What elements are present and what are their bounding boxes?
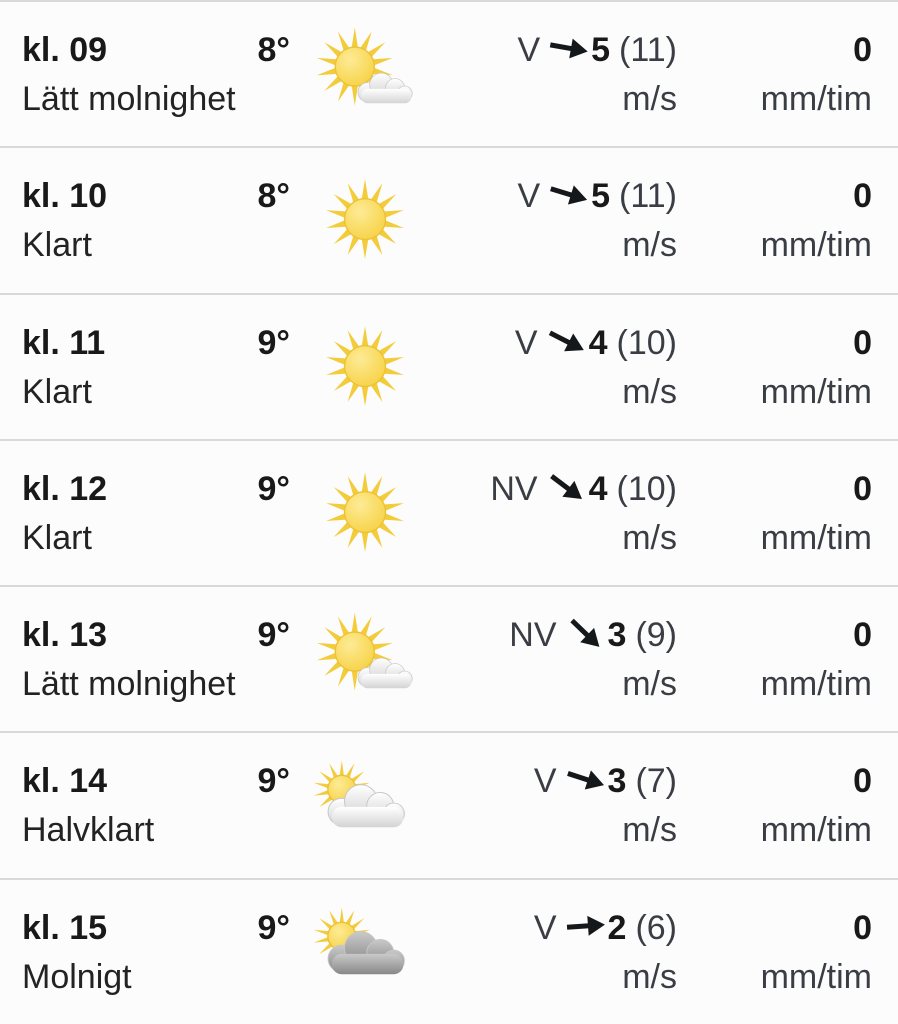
forecast-row[interactable]: kl. 14 9° Halvklart V 3 (7) m/s bbox=[0, 731, 898, 878]
time-label: kl. 12 bbox=[22, 469, 108, 508]
condition-label: Lätt molnighet bbox=[22, 80, 236, 118]
wind-unit-label: m/s bbox=[622, 372, 677, 411]
wind-direction-label: V bbox=[533, 908, 557, 947]
wind-speed-value: 3 bbox=[607, 616, 627, 655]
temperature-value: 9° bbox=[257, 469, 290, 508]
wind-arrow-icon bbox=[565, 766, 605, 792]
precipitation-unit-label: mm/tim bbox=[760, 518, 872, 557]
time-label: kl. 15 bbox=[22, 908, 108, 947]
temperature-value: 9° bbox=[257, 762, 290, 801]
wind-unit-label: m/s bbox=[622, 811, 677, 850]
weather-icon bbox=[313, 321, 417, 413]
wind-gust-value: (9) bbox=[635, 616, 677, 655]
wind-speed-value: 3 bbox=[607, 762, 627, 801]
precipitation-value: 0 bbox=[853, 908, 872, 947]
wind-gust-value: (7) bbox=[635, 762, 677, 801]
time-label: kl. 13 bbox=[22, 616, 108, 655]
time-label: kl. 09 bbox=[22, 31, 108, 69]
forecast-row[interactable]: kl. 10 8° Klart V 5 (11) m/s 0 mm/tim bbox=[0, 146, 898, 293]
time-label: kl. 11 bbox=[22, 323, 106, 362]
wind-arrow-icon bbox=[565, 913, 605, 939]
forecast-row[interactable]: kl. 12 9° Klart NV 4 (10) m/s 0 mm/tim bbox=[0, 438, 898, 586]
temperature-value: 9° bbox=[257, 323, 290, 362]
condition-label: Lätt molnighet bbox=[22, 665, 236, 704]
forecast-row[interactable]: kl. 15 9° Molnigt V 2 (6) m/s bbox=[0, 877, 898, 1024]
precipitation-value: 0 bbox=[853, 31, 872, 69]
weather-icon bbox=[313, 28, 417, 120]
wind-gust-value: (6) bbox=[635, 908, 677, 947]
condition-label: Klart bbox=[22, 518, 92, 557]
weather-icon bbox=[313, 759, 417, 851]
precipitation-value: 0 bbox=[853, 762, 872, 801]
wind-speed-value: 2 bbox=[607, 908, 627, 947]
precipitation-unit-label: mm/tim bbox=[760, 957, 872, 996]
wind-arrow-icon bbox=[565, 618, 605, 648]
forecast-row[interactable]: kl. 13 9° Lätt molnighet NV 3 (9) m/s bbox=[0, 585, 898, 732]
wind-gust-value: (10) bbox=[616, 469, 677, 508]
wind-gust-value: (11) bbox=[619, 31, 677, 69]
precipitation-value: 0 bbox=[853, 616, 872, 655]
condition-label: Klart bbox=[22, 372, 92, 411]
wind-unit-label: m/s bbox=[622, 518, 677, 557]
weather-icon bbox=[313, 174, 417, 266]
wind-direction-label: V bbox=[517, 31, 541, 69]
wind-direction-label: NV bbox=[490, 469, 538, 508]
wind-unit-label: m/s bbox=[622, 957, 677, 996]
wind-gust-value: (10) bbox=[616, 323, 677, 362]
wind-unit-label: m/s bbox=[622, 226, 677, 265]
precipitation-unit-label: mm/tim bbox=[760, 372, 872, 411]
wind-unit-label: m/s bbox=[622, 80, 677, 118]
wind-arrow-icon bbox=[548, 181, 588, 207]
condition-label: Halvklart bbox=[22, 811, 155, 850]
precipitation-unit-label: mm/tim bbox=[760, 80, 872, 118]
wind-arrow-icon bbox=[546, 328, 586, 354]
temperature-value: 9° bbox=[257, 616, 290, 655]
wind-unit-label: m/s bbox=[622, 665, 677, 704]
temperature-value: 8° bbox=[257, 177, 290, 216]
precipitation-value: 0 bbox=[853, 469, 872, 508]
wind-speed-value: 5 bbox=[591, 31, 611, 69]
wind-speed-value: 4 bbox=[588, 323, 608, 362]
precipitation-unit-label: mm/tim bbox=[760, 811, 872, 850]
temperature-value: 8° bbox=[257, 31, 290, 69]
precipitation-value: 0 bbox=[853, 177, 872, 216]
precipitation-unit-label: mm/tim bbox=[760, 665, 872, 704]
wind-arrow-icon bbox=[548, 35, 588, 61]
temperature-value: 9° bbox=[257, 908, 290, 947]
forecast-row[interactable]: kl. 11 9° Klart V 4 (10) m/s 0 mm/tim bbox=[0, 292, 898, 439]
time-label: kl. 14 bbox=[22, 762, 108, 801]
wind-gust-value: (11) bbox=[619, 177, 677, 216]
precipitation-unit-label: mm/tim bbox=[760, 226, 872, 265]
forecast-row[interactable]: kl. 09 8° Lätt molnighet V 5 (11) m/s bbox=[0, 0, 898, 147]
condition-label: Klart bbox=[22, 226, 92, 265]
wind-speed-value: 5 bbox=[591, 177, 611, 216]
wind-speed-value: 4 bbox=[588, 469, 608, 508]
wind-direction-label: V bbox=[533, 762, 557, 801]
wind-direction-label: NV bbox=[509, 616, 557, 655]
weather-icon bbox=[313, 906, 417, 998]
precipitation-value: 0 bbox=[853, 323, 872, 362]
time-label: kl. 10 bbox=[22, 177, 108, 216]
wind-arrow-icon bbox=[546, 474, 586, 500]
wind-direction-label: V bbox=[514, 323, 538, 362]
condition-label: Molnigt bbox=[22, 957, 132, 996]
wind-direction-label: V bbox=[517, 177, 541, 216]
weather-icon bbox=[313, 467, 417, 559]
weather-icon bbox=[313, 613, 417, 705]
